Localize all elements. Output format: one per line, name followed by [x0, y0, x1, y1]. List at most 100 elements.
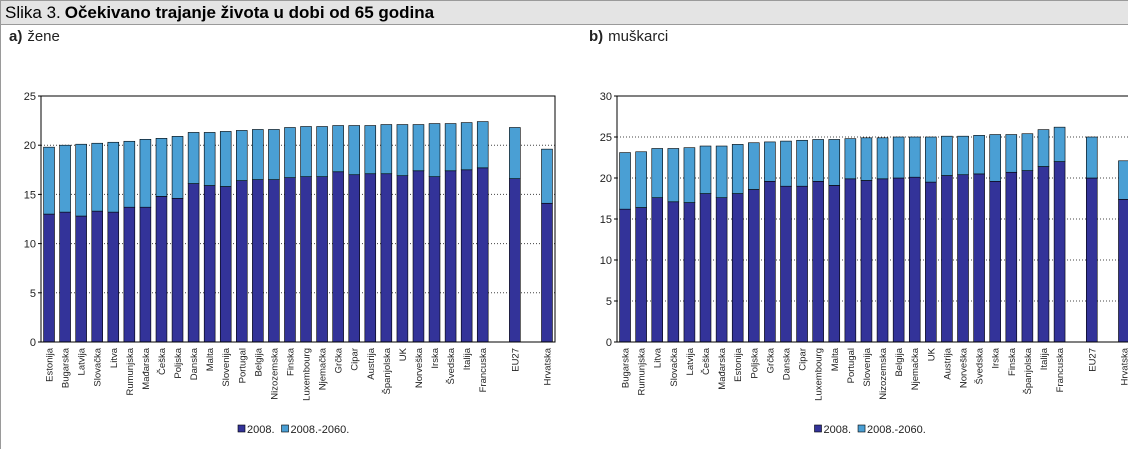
x-tick-label: Norveška [959, 347, 970, 388]
bar-segment [989, 134, 1001, 182]
bar-segment [860, 137, 873, 181]
x-tick-label: Italija [462, 347, 473, 370]
bar-segment [541, 148, 553, 204]
bar-segment [444, 123, 457, 172]
panel-label: b) [589, 28, 603, 45]
legend-label: 2008. [824, 424, 852, 436]
x-tick-label: Poljska [749, 347, 760, 378]
bar-segment [1005, 134, 1018, 173]
bar-segment [91, 142, 103, 212]
bar-segment [348, 125, 360, 176]
legend-label: 2008.-2060. [291, 424, 350, 436]
bar-segment [780, 140, 792, 187]
charts: a) žene 0 5 10 15 20 25 Estonija Bugarska Latvija S… [9, 28, 1128, 436]
bar-segment [364, 173, 377, 343]
x-tick-label: Austrija [366, 347, 377, 379]
x-tick-label: Španjolska [1023, 347, 1034, 394]
bar-segment [683, 147, 696, 203]
bar-segment [683, 202, 696, 343]
bar-segment [460, 169, 473, 343]
bar-segment [619, 208, 631, 343]
x-tick-label: Njemačka [910, 347, 921, 390]
x-tick-label: Luxembourg [814, 348, 825, 401]
bar-segment [203, 185, 216, 343]
panel: a) žene 0 5 10 15 20 25 Estonija Bugarska Latvija S… [9, 28, 556, 436]
bar-segment [1053, 126, 1066, 162]
y-tick-label: 10 [24, 239, 36, 251]
bar-segment [892, 136, 905, 179]
bar-segment [412, 170, 425, 343]
bar-segment [957, 135, 969, 176]
bar-segment [252, 179, 264, 343]
bar-segment [908, 176, 921, 343]
bar-segment [619, 152, 631, 210]
x-tick-label: Finska [1007, 347, 1018, 376]
figure-label: Slika 3. [5, 3, 61, 22]
bar-segment [139, 138, 152, 208]
y-tick-label: 10 [600, 255, 612, 267]
bar-segment [796, 185, 808, 343]
bar-segment [59, 211, 71, 343]
bar-segment [509, 178, 521, 343]
x-tick-label: Belgija [253, 347, 264, 376]
bar-segment [284, 127, 296, 178]
x-tick-label: Slovenija [862, 347, 873, 386]
bar-segment [252, 129, 264, 180]
x-tick-label: Belgija [894, 347, 905, 376]
x-tick-label: Litva [653, 347, 664, 368]
x-tick-label: Češka [701, 347, 712, 375]
bar-segment [300, 126, 312, 177]
x-tick-label: Litva [109, 347, 120, 368]
bar-segment [731, 144, 744, 194]
x-tick-label: Grčka [334, 347, 345, 373]
bar-segment [748, 189, 760, 343]
bar-segment [187, 183, 200, 343]
bar-segment [699, 145, 712, 194]
title-bar: Slika 3. Očekivano trajanje života u dobi… [1, 1, 1128, 25]
y-tick-label: 5 [606, 296, 612, 308]
x-tick-label: Italija [1039, 347, 1050, 370]
legend-swatch [814, 424, 822, 433]
x-tick-label: Slovenija [221, 347, 232, 386]
bar-segment [107, 141, 120, 213]
bar-segment [171, 198, 184, 343]
x-tick-label: Malta [830, 347, 841, 371]
bar-segment [844, 138, 857, 180]
bar-segment [460, 122, 473, 171]
panel-header: b) muškarci [589, 28, 668, 45]
x-tick-label: Švedska [975, 347, 986, 384]
x-tick-label: Švedska [446, 347, 457, 384]
bar-segment [844, 178, 857, 343]
y-tick-label: 15 [24, 189, 36, 201]
x-tick-label: Nizozemska [269, 347, 280, 399]
bar-segment [380, 173, 393, 343]
bar-segment [236, 130, 248, 181]
legend-swatch [281, 424, 289, 433]
bar-segment [796, 139, 808, 187]
bar-segment [75, 143, 87, 217]
bar-segment [635, 207, 647, 343]
bar-segment [268, 129, 280, 180]
bar-segment [219, 186, 232, 343]
bar-segment [171, 136, 184, 199]
bar-segment [812, 180, 824, 343]
bar-segment [203, 132, 216, 186]
x-tick-label: Hrvatska [1119, 347, 1128, 385]
bar-segment [1021, 170, 1034, 343]
legend-label: 2008.-2060. [867, 424, 926, 436]
bar-segment [107, 211, 120, 343]
x-tick-label: EU27 [1087, 348, 1098, 372]
bar-segment [123, 206, 136, 343]
bar-segment [651, 148, 664, 198]
figure-title: Očekivano trajanje života u dobi od 65 g… [64, 3, 435, 22]
bar-segment [667, 148, 680, 203]
bar-segment [1085, 177, 1098, 343]
x-tick-label: Grčka [765, 347, 776, 373]
x-tick-label: Finska [285, 347, 296, 376]
bar-segment [667, 201, 680, 343]
bar-segment [268, 179, 280, 343]
x-tick-label: UK [398, 347, 409, 361]
x-tick-label: Mađarska [717, 347, 728, 389]
bar-segment [699, 193, 712, 343]
